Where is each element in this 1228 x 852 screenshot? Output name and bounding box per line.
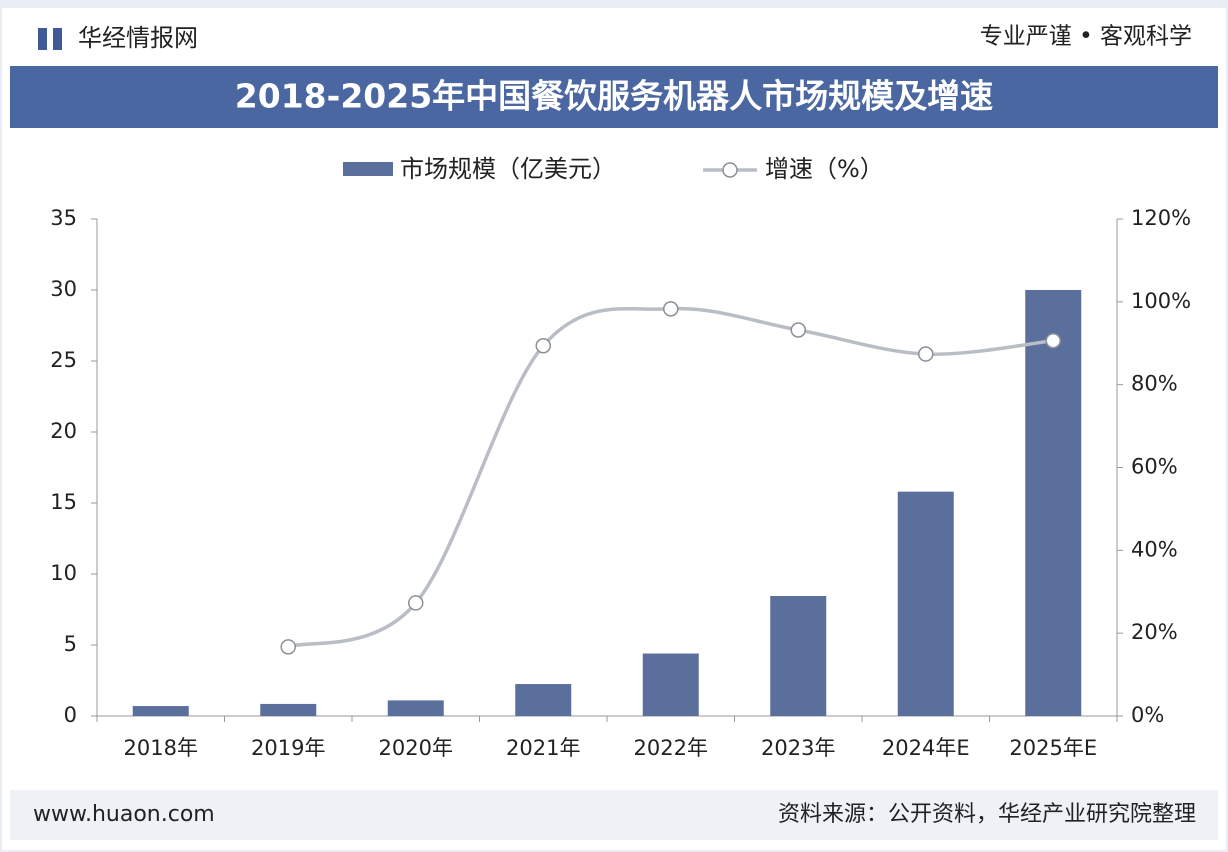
y2-tick-label: 60% bbox=[1131, 455, 1178, 479]
y2-tick-label: 40% bbox=[1131, 537, 1178, 561]
footer-bar bbox=[10, 790, 1218, 840]
line-marker bbox=[918, 346, 934, 362]
x-tick-label: 2019年 bbox=[251, 736, 325, 760]
brand: 华经情报网 bbox=[78, 24, 198, 52]
y-tick-label: 0 bbox=[64, 703, 77, 727]
bar bbox=[260, 703, 317, 716]
legend-marker bbox=[722, 162, 738, 178]
x-tick-label: 2025年E bbox=[1009, 736, 1097, 760]
logo-right bbox=[53, 28, 62, 50]
y2-tick-label: 20% bbox=[1131, 620, 1178, 644]
bar bbox=[132, 706, 189, 716]
logo-left bbox=[38, 28, 47, 50]
bar bbox=[897, 491, 954, 716]
x-tick-label: 2022年 bbox=[634, 736, 708, 760]
line-marker bbox=[663, 301, 679, 317]
source: 资料来源：公开资料，华经产业研究院整理 bbox=[778, 802, 1196, 827]
bar bbox=[770, 596, 827, 716]
line-marker bbox=[790, 322, 806, 338]
y2-tick-label: 100% bbox=[1131, 289, 1191, 313]
y2-tick-label: 80% bbox=[1131, 372, 1178, 396]
y-tick-label: 10 bbox=[50, 561, 77, 585]
title-banner bbox=[10, 66, 1218, 128]
y-tick-label: 25 bbox=[50, 348, 77, 372]
x-tick-label: 2018年 bbox=[124, 736, 198, 760]
bar bbox=[387, 700, 444, 716]
line-marker bbox=[1045, 333, 1061, 349]
top-strip bbox=[0, 0, 1228, 8]
y2-tick-label: 0% bbox=[1131, 703, 1164, 727]
line-marker bbox=[535, 337, 551, 354]
legend-swatch bbox=[343, 162, 393, 176]
y-tick-label: 15 bbox=[50, 490, 77, 514]
x-tick-label: 2020年 bbox=[379, 736, 453, 760]
bar bbox=[1025, 290, 1082, 716]
legend-label: 增速（%） bbox=[765, 155, 884, 183]
website: www.huaon.com bbox=[33, 802, 215, 827]
y2-tick-label: 120% bbox=[1131, 206, 1191, 230]
x-tick-label: 2021年 bbox=[506, 736, 580, 760]
y-tick-label: 5 bbox=[64, 632, 77, 656]
line-marker bbox=[280, 639, 296, 655]
bar bbox=[515, 684, 572, 716]
x-tick-label: 2023年 bbox=[761, 736, 835, 760]
line-marker bbox=[408, 595, 424, 611]
y-tick-label: 20 bbox=[50, 419, 77, 443]
legend-label: 市场规模（亿美元） bbox=[400, 155, 616, 183]
y-tick-label: 30 bbox=[50, 277, 77, 301]
chart-title: 2018-2025年中国餐饮服务机器人市场规模及增速 bbox=[235, 77, 993, 116]
slogan: 专业严谨 • 客观科学 bbox=[980, 24, 1192, 50]
x-tick-label: 2024年E bbox=[882, 736, 970, 760]
y-tick-label: 35 bbox=[50, 206, 77, 230]
bar bbox=[642, 653, 699, 716]
